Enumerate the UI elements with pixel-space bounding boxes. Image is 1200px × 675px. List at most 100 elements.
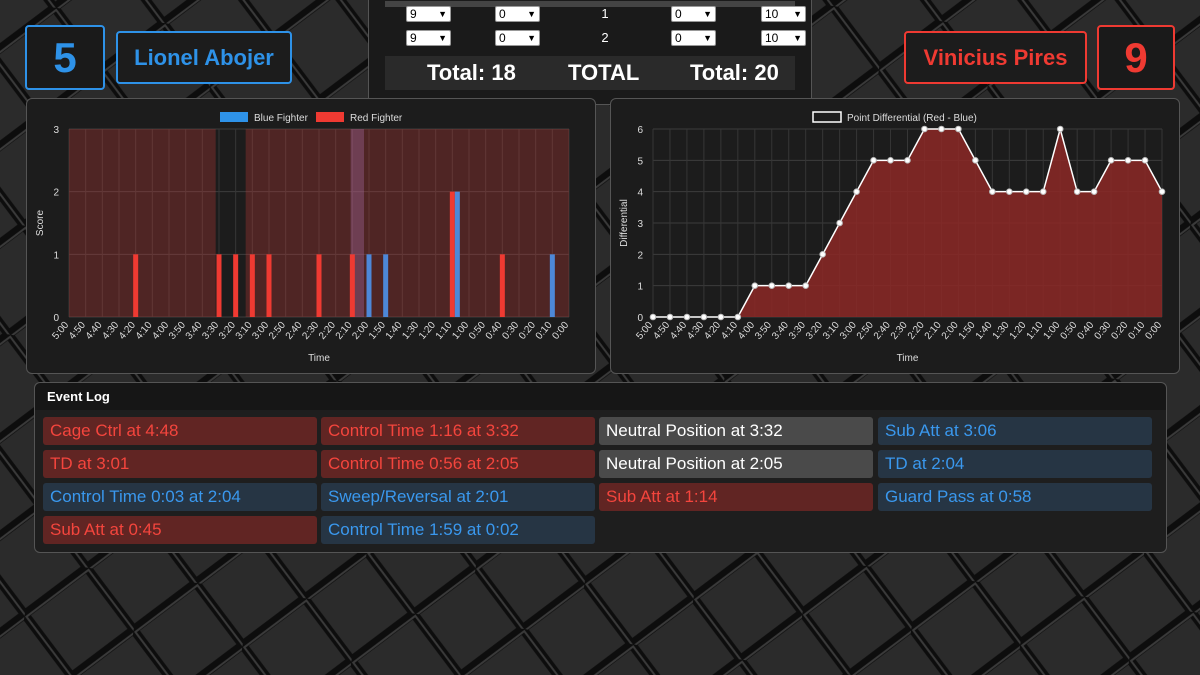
blue-deduction-select[interactable]: 0 ▼	[495, 6, 540, 22]
legend-swatch-blue	[220, 112, 248, 122]
round-number: 1	[601, 6, 609, 21]
x-tick-label: 1:40	[974, 320, 995, 342]
x-tick-label: 0:30	[500, 320, 521, 342]
chevron-down-icon: ▼	[793, 9, 802, 19]
red-deduction-select[interactable]: 0 ▼	[671, 6, 716, 22]
chevron-down-icon: ▼	[527, 9, 536, 19]
score-bar	[266, 254, 272, 317]
x-tick-label: 3:00	[838, 320, 859, 342]
differential-point	[870, 157, 877, 164]
chevron-down-icon: ▼	[527, 33, 536, 43]
round-row: 9 ▼ 0 ▼ 1 0 ▼ 10 ▼	[369, 6, 811, 26]
differential-point	[1141, 157, 1149, 164]
differential-point	[1006, 188, 1013, 195]
differential-point	[683, 313, 691, 321]
x-tick-label: 3:50	[167, 320, 188, 342]
x-axis-label: Time	[897, 353, 919, 364]
control-band	[245, 129, 569, 317]
x-tick-label: 4:10	[719, 320, 740, 342]
x-tick-label: 2:20	[317, 320, 338, 342]
scorecard-panel: 9 ▼ 0 ▼ 1 0 ▼ 10 ▼ 9 ▼ 0 ▼ 2 0 ▼ 10 ▼ Total: 18 …	[368, 0, 812, 105]
event-log-item: Sweep/Reversal at 2:01	[321, 483, 595, 511]
blue-fighter-name: Lionel Abojer	[116, 31, 292, 84]
x-tick-label: 4:40	[668, 320, 689, 342]
event-log-item: Sub Att at 0:45	[43, 516, 317, 544]
y-tick-label: 3	[637, 219, 643, 230]
blue-fighter-score: 5	[25, 25, 105, 90]
x-axis-label: Time	[308, 353, 330, 364]
y-axis-label: Score	[35, 210, 46, 237]
x-tick-label: 0:00	[550, 320, 571, 342]
red-judge-score-select[interactable]: 10 ▼	[761, 30, 806, 46]
x-tick-label: 0:40	[484, 320, 505, 342]
differential-point	[938, 125, 945, 133]
red-judge-score-select[interactable]: 10 ▼	[761, 6, 806, 22]
totals-label: TOTAL	[568, 60, 640, 85]
differential-point	[1056, 125, 1064, 133]
score-bar	[549, 254, 555, 317]
score-bar	[449, 191, 455, 317]
legend-label: Red Fighter	[350, 113, 403, 124]
score-chart-panel: 0 1 2 3 5:00 4:50 4:40 4:30 4:20 4:10 4:00 3:50 3:40…	[26, 98, 596, 374]
event-log-panel: Event Log Cage Ctrl at 4:48 Control Time …	[34, 382, 1167, 553]
differential-point	[989, 188, 996, 195]
red-total: Total: 20	[690, 60, 779, 85]
scorecard-header-bar	[385, 1, 795, 7]
x-tick-label: 2:30	[889, 320, 910, 342]
score-bar-chart: 01235:004:504:404:304:204:104:003:503:40…	[35, 112, 572, 364]
differential-point	[802, 282, 809, 289]
x-tick-label: 4:20	[702, 320, 723, 342]
blue-judge-score-select[interactable]: 9 ▼	[406, 30, 451, 46]
event-log-item: Guard Pass at 0:58	[878, 483, 1152, 511]
x-tick-label: 0:00	[1143, 320, 1164, 342]
x-tick-label: 2:20	[906, 320, 927, 342]
y-tick-label: 0	[53, 313, 59, 324]
x-tick-label: 0:10	[534, 320, 555, 342]
x-tick-label: 1:30	[400, 320, 421, 342]
differential-point	[1039, 188, 1047, 195]
x-tick-label: 0:20	[1109, 320, 1130, 342]
event-log-item: TD at 2:04	[878, 450, 1152, 478]
y-tick-label: 2	[53, 188, 59, 199]
x-tick-label: 3:40	[770, 320, 791, 342]
x-tick-label: 1:50	[957, 320, 978, 342]
x-tick-label: 4:00	[150, 320, 171, 342]
differential-point	[1022, 188, 1030, 195]
y-tick-label: 3	[53, 125, 59, 136]
score-bar	[249, 254, 255, 317]
event-log-item: Control Time 0:03 at 2:04	[43, 483, 317, 511]
chevron-down-icon: ▼	[703, 9, 712, 19]
x-tick-label: 1:00	[450, 320, 471, 342]
blue-total: Total: 18	[427, 60, 516, 85]
blue-deduction-select[interactable]: 0 ▼	[495, 30, 540, 46]
y-tick-label: 6	[637, 125, 643, 136]
differential-point	[904, 157, 911, 164]
x-tick-label: 1:50	[367, 320, 388, 342]
differential-point	[1090, 188, 1098, 195]
x-tick-label: 3:30	[787, 320, 808, 342]
x-tick-label: 4:50	[67, 320, 88, 342]
score-bar	[454, 191, 460, 317]
red-fighter-score: 9	[1097, 25, 1175, 90]
differential-point	[1073, 188, 1081, 195]
x-tick-label: 2:40	[284, 320, 305, 342]
red-deduction-select[interactable]: 0 ▼	[671, 30, 716, 46]
event-log-item: Control Time 0:56 at 2:05	[321, 450, 595, 478]
differential-point	[700, 313, 708, 321]
x-tick-label: 1:20	[417, 320, 438, 342]
x-tick-label: 0:40	[1075, 320, 1096, 342]
event-log-title: Event Log	[35, 383, 1166, 410]
y-tick-label: 1	[53, 250, 59, 261]
x-tick-label: 0:10	[1126, 320, 1147, 342]
differential-point	[768, 282, 776, 289]
event-log-item: Neutral Position at 3:32	[599, 417, 873, 445]
x-tick-label: 2:00	[940, 320, 961, 342]
differential-point	[921, 125, 928, 133]
x-tick-label: 0:50	[467, 320, 488, 342]
x-tick-label: 4:20	[117, 320, 138, 342]
score-bar	[366, 254, 372, 317]
chevron-down-icon: ▼	[438, 33, 447, 43]
y-tick-label: 2	[637, 250, 643, 261]
blue-judge-score-select[interactable]: 9 ▼	[406, 6, 451, 22]
differential-point	[1158, 188, 1166, 195]
